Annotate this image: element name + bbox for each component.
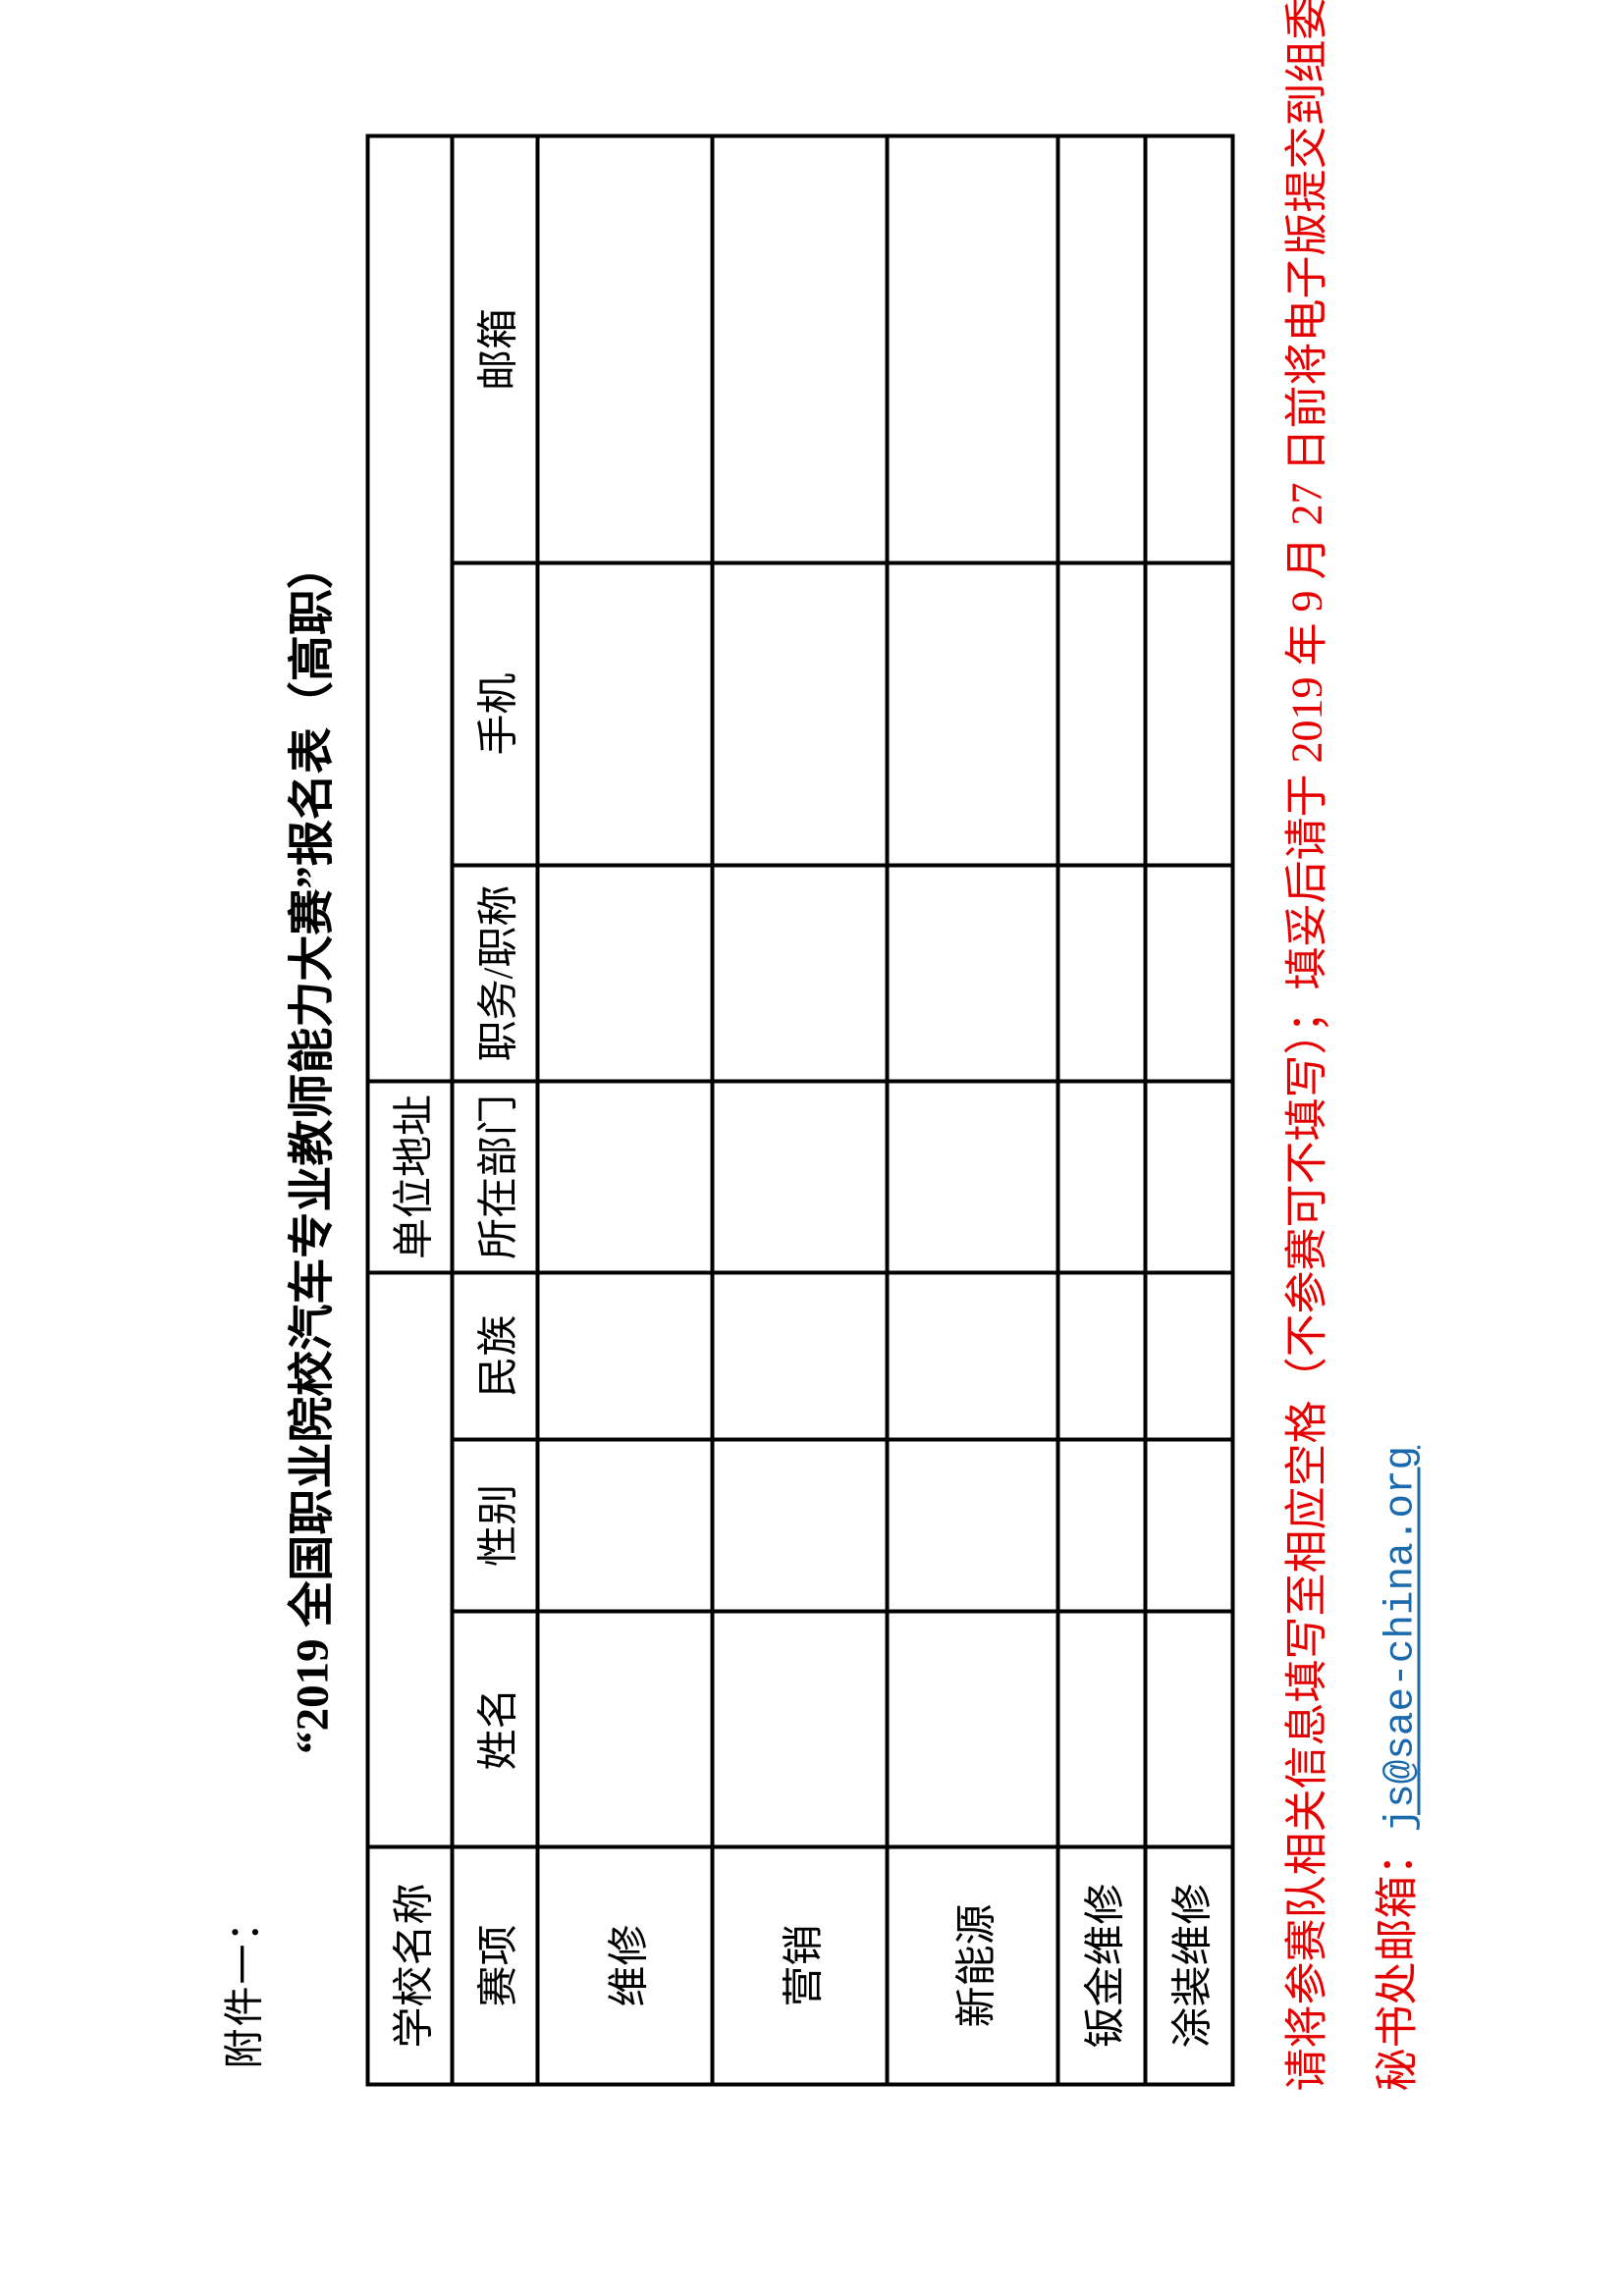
school-name-label: 学校名称 (367, 1846, 452, 2084)
blank-cell (887, 134, 1057, 562)
blank-cell (537, 1611, 712, 1846)
blank-cell (712, 864, 887, 1081)
blank-cell (537, 134, 712, 562)
event-label-painting: 涂装维修 (1145, 1846, 1232, 2084)
blank-cell (537, 1080, 712, 1272)
blank-cell (1145, 1611, 1232, 1846)
blank-cell (537, 864, 712, 1081)
blank-cell (1145, 1271, 1232, 1439)
school-name-blank-cell (367, 1271, 452, 1846)
attachment-label: 附件一： (221, 1899, 266, 2068)
header-event: 赛项 (452, 1846, 537, 2084)
table-row-school-address: 学校名称 单位地址 (367, 134, 452, 2084)
blank-cell (712, 1271, 887, 1439)
blank-cell (887, 561, 1057, 865)
header-ethnicity: 民族 (452, 1271, 537, 1439)
blank-cell (1145, 561, 1232, 865)
header-gender: 性别 (452, 1439, 537, 1611)
unit-address-label: 单位地址 (367, 1080, 452, 1272)
blank-cell (1057, 1271, 1145, 1439)
event-label-new-energy: 新能源 (887, 1846, 1057, 2084)
blank-cell (887, 864, 1057, 1081)
blank-cell (537, 561, 712, 865)
blank-cell (537, 1439, 712, 1611)
secretariat-email-link[interactable]: js@sae-china.org (1379, 1445, 1424, 1832)
header-email: 邮箱 (452, 134, 537, 562)
blank-cell (1145, 1439, 1232, 1611)
table-row-new-energy: 新能源 (887, 134, 1057, 2084)
blank-cell (1057, 1080, 1145, 1272)
blank-cell (1057, 561, 1145, 865)
blank-cell (887, 1439, 1057, 1611)
unit-address-blank-cell (367, 134, 452, 1081)
page-title: “2019 全国职业院校汽车专业教师能力大赛”报名表（高职） (287, 542, 338, 1754)
blank-cell (712, 561, 887, 865)
blank-cell (1057, 134, 1145, 562)
table-row-repair: 维修 (537, 134, 712, 2084)
table-row-marketing: 营销 (712, 134, 887, 2084)
blank-cell (712, 1080, 887, 1272)
blank-cell (1145, 1080, 1232, 1272)
note-line-1: 请将参赛队相关信息填写至相应空格（不参赛可不填写）；填妥后请于 2019 年 9… (1282, 0, 1330, 2091)
blank-cell (537, 1271, 712, 1439)
event-label-marketing: 营销 (712, 1846, 887, 2084)
event-label-sheet-metal: 钣金维修 (1057, 1846, 1145, 2084)
table-row-sheet-metal: 钣金维修 (1057, 134, 1145, 2084)
table-header-row: 赛项 姓名 性别 民族 所在部门 职务/职称 手机 邮箱 (452, 134, 537, 2084)
blank-cell (712, 1439, 887, 1611)
blank-cell (712, 134, 887, 562)
blank-cell (1145, 864, 1232, 1081)
header-department: 所在部门 (452, 1080, 537, 1272)
secretariat-email-label: 秘书处邮箱： (1373, 1832, 1421, 2091)
registration-table: 学校名称 单位地址 赛项 姓名 性别 民族 所在部门 职务/职称 手机 邮箱 维… (365, 133, 1234, 2086)
blank-cell (1057, 864, 1145, 1081)
blank-cell (887, 1271, 1057, 1439)
event-label-repair: 维修 (537, 1846, 712, 2084)
note-line-2: 秘书处邮箱：js@sae-china.org (1370, 29, 1429, 2091)
blank-cell (1057, 1439, 1145, 1611)
footnotes: 请将参赛队相关信息填写至相应空格（不参赛可不填写）；填妥后请于 2019 年 9… (1279, 0, 1464, 2091)
blank-cell (1145, 134, 1232, 562)
header-position: 职务/职称 (452, 864, 537, 1081)
blank-cell (887, 1080, 1057, 1272)
blank-cell (712, 1611, 887, 1846)
blank-cell (887, 1611, 1057, 1846)
table-row-painting: 涂装维修 (1145, 134, 1232, 2084)
blank-cell (1057, 1611, 1145, 1846)
header-name: 姓名 (452, 1611, 537, 1846)
header-mobile: 手机 (452, 561, 537, 865)
